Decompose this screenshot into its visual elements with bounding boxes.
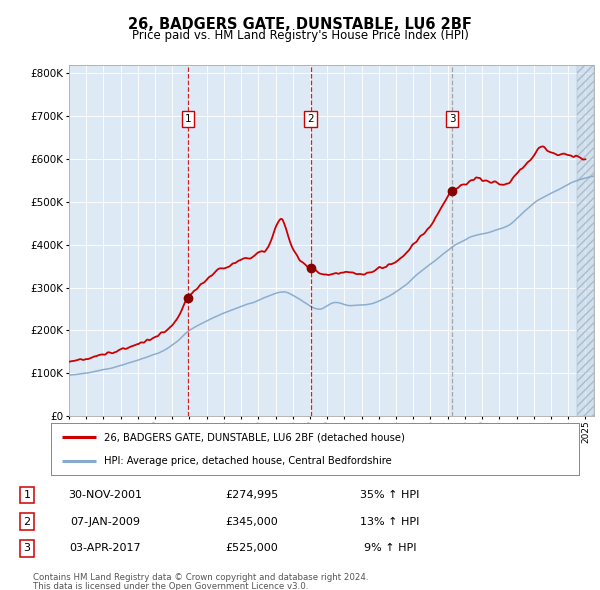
- Text: Price paid vs. HM Land Registry's House Price Index (HPI): Price paid vs. HM Land Registry's House …: [131, 30, 469, 42]
- Text: 1: 1: [185, 114, 191, 124]
- Bar: [577, 65, 594, 416]
- Text: This data is licensed under the Open Government Licence v3.0.: This data is licensed under the Open Gov…: [33, 582, 308, 590]
- Text: 26, BADGERS GATE, DUNSTABLE, LU6 2BF: 26, BADGERS GATE, DUNSTABLE, LU6 2BF: [128, 17, 472, 31]
- Text: 07-JAN-2009: 07-JAN-2009: [70, 517, 140, 526]
- Text: £345,000: £345,000: [226, 517, 278, 526]
- Text: 35% ↑ HPI: 35% ↑ HPI: [361, 490, 419, 500]
- Text: 13% ↑ HPI: 13% ↑ HPI: [361, 517, 419, 526]
- Text: 3: 3: [449, 114, 455, 124]
- Text: Contains HM Land Registry data © Crown copyright and database right 2024.: Contains HM Land Registry data © Crown c…: [33, 573, 368, 582]
- Text: 3: 3: [23, 543, 31, 553]
- Text: £525,000: £525,000: [226, 543, 278, 553]
- Text: 30-NOV-2001: 30-NOV-2001: [68, 490, 142, 500]
- Text: 9% ↑ HPI: 9% ↑ HPI: [364, 543, 416, 553]
- Bar: [577, 65, 594, 416]
- Text: 2: 2: [23, 517, 31, 526]
- Text: £274,995: £274,995: [226, 490, 278, 500]
- Text: 03-APR-2017: 03-APR-2017: [69, 543, 141, 553]
- Text: 1: 1: [23, 490, 31, 500]
- Text: 26, BADGERS GATE, DUNSTABLE, LU6 2BF (detached house): 26, BADGERS GATE, DUNSTABLE, LU6 2BF (de…: [104, 432, 404, 442]
- Text: HPI: Average price, detached house, Central Bedfordshire: HPI: Average price, detached house, Cent…: [104, 456, 392, 466]
- Text: 2: 2: [307, 114, 314, 124]
